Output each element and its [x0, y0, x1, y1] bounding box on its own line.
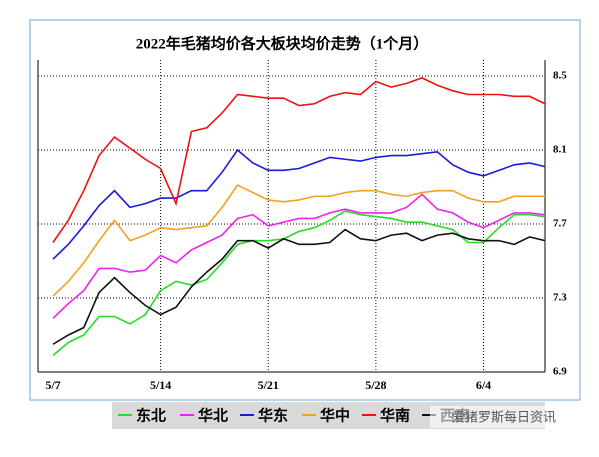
y-tick-label: 7.7	[553, 218, 567, 230]
series-line	[52, 210, 546, 356]
series-line	[52, 193, 546, 319]
y-tick-label: 7.3	[553, 292, 567, 304]
series-line	[52, 184, 545, 297]
series-line	[52, 228, 546, 345]
x-tick-label: 5/7	[45, 378, 60, 392]
y-tick-label: 8.1	[553, 144, 567, 156]
series-line	[52, 148, 546, 260]
legend-label: 华东	[258, 407, 288, 425]
watermark: 爱猪罗斯每日资讯	[452, 409, 556, 424]
x-tick-label: 5/28	[365, 378, 386, 392]
chart-title: 2022年毛猪均价各大板块均价走势（1个月）	[136, 34, 429, 52]
x-tick-label: 5/21	[258, 378, 279, 392]
x-tick-label: 5/14	[150, 378, 171, 392]
legend-label: 东北	[136, 407, 166, 425]
legend-label: 华南	[380, 407, 410, 425]
legend-label: 华中	[320, 407, 350, 425]
legend-label: 华北	[198, 407, 228, 425]
y-tick-label: 8.5	[553, 70, 567, 82]
y-tick-label: 6.9	[553, 366, 567, 378]
series-line	[52, 76, 546, 243]
chart-frame	[29, 19, 581, 401]
x-tick-label: 6/4	[476, 378, 491, 392]
watermark-bg	[430, 406, 580, 428]
